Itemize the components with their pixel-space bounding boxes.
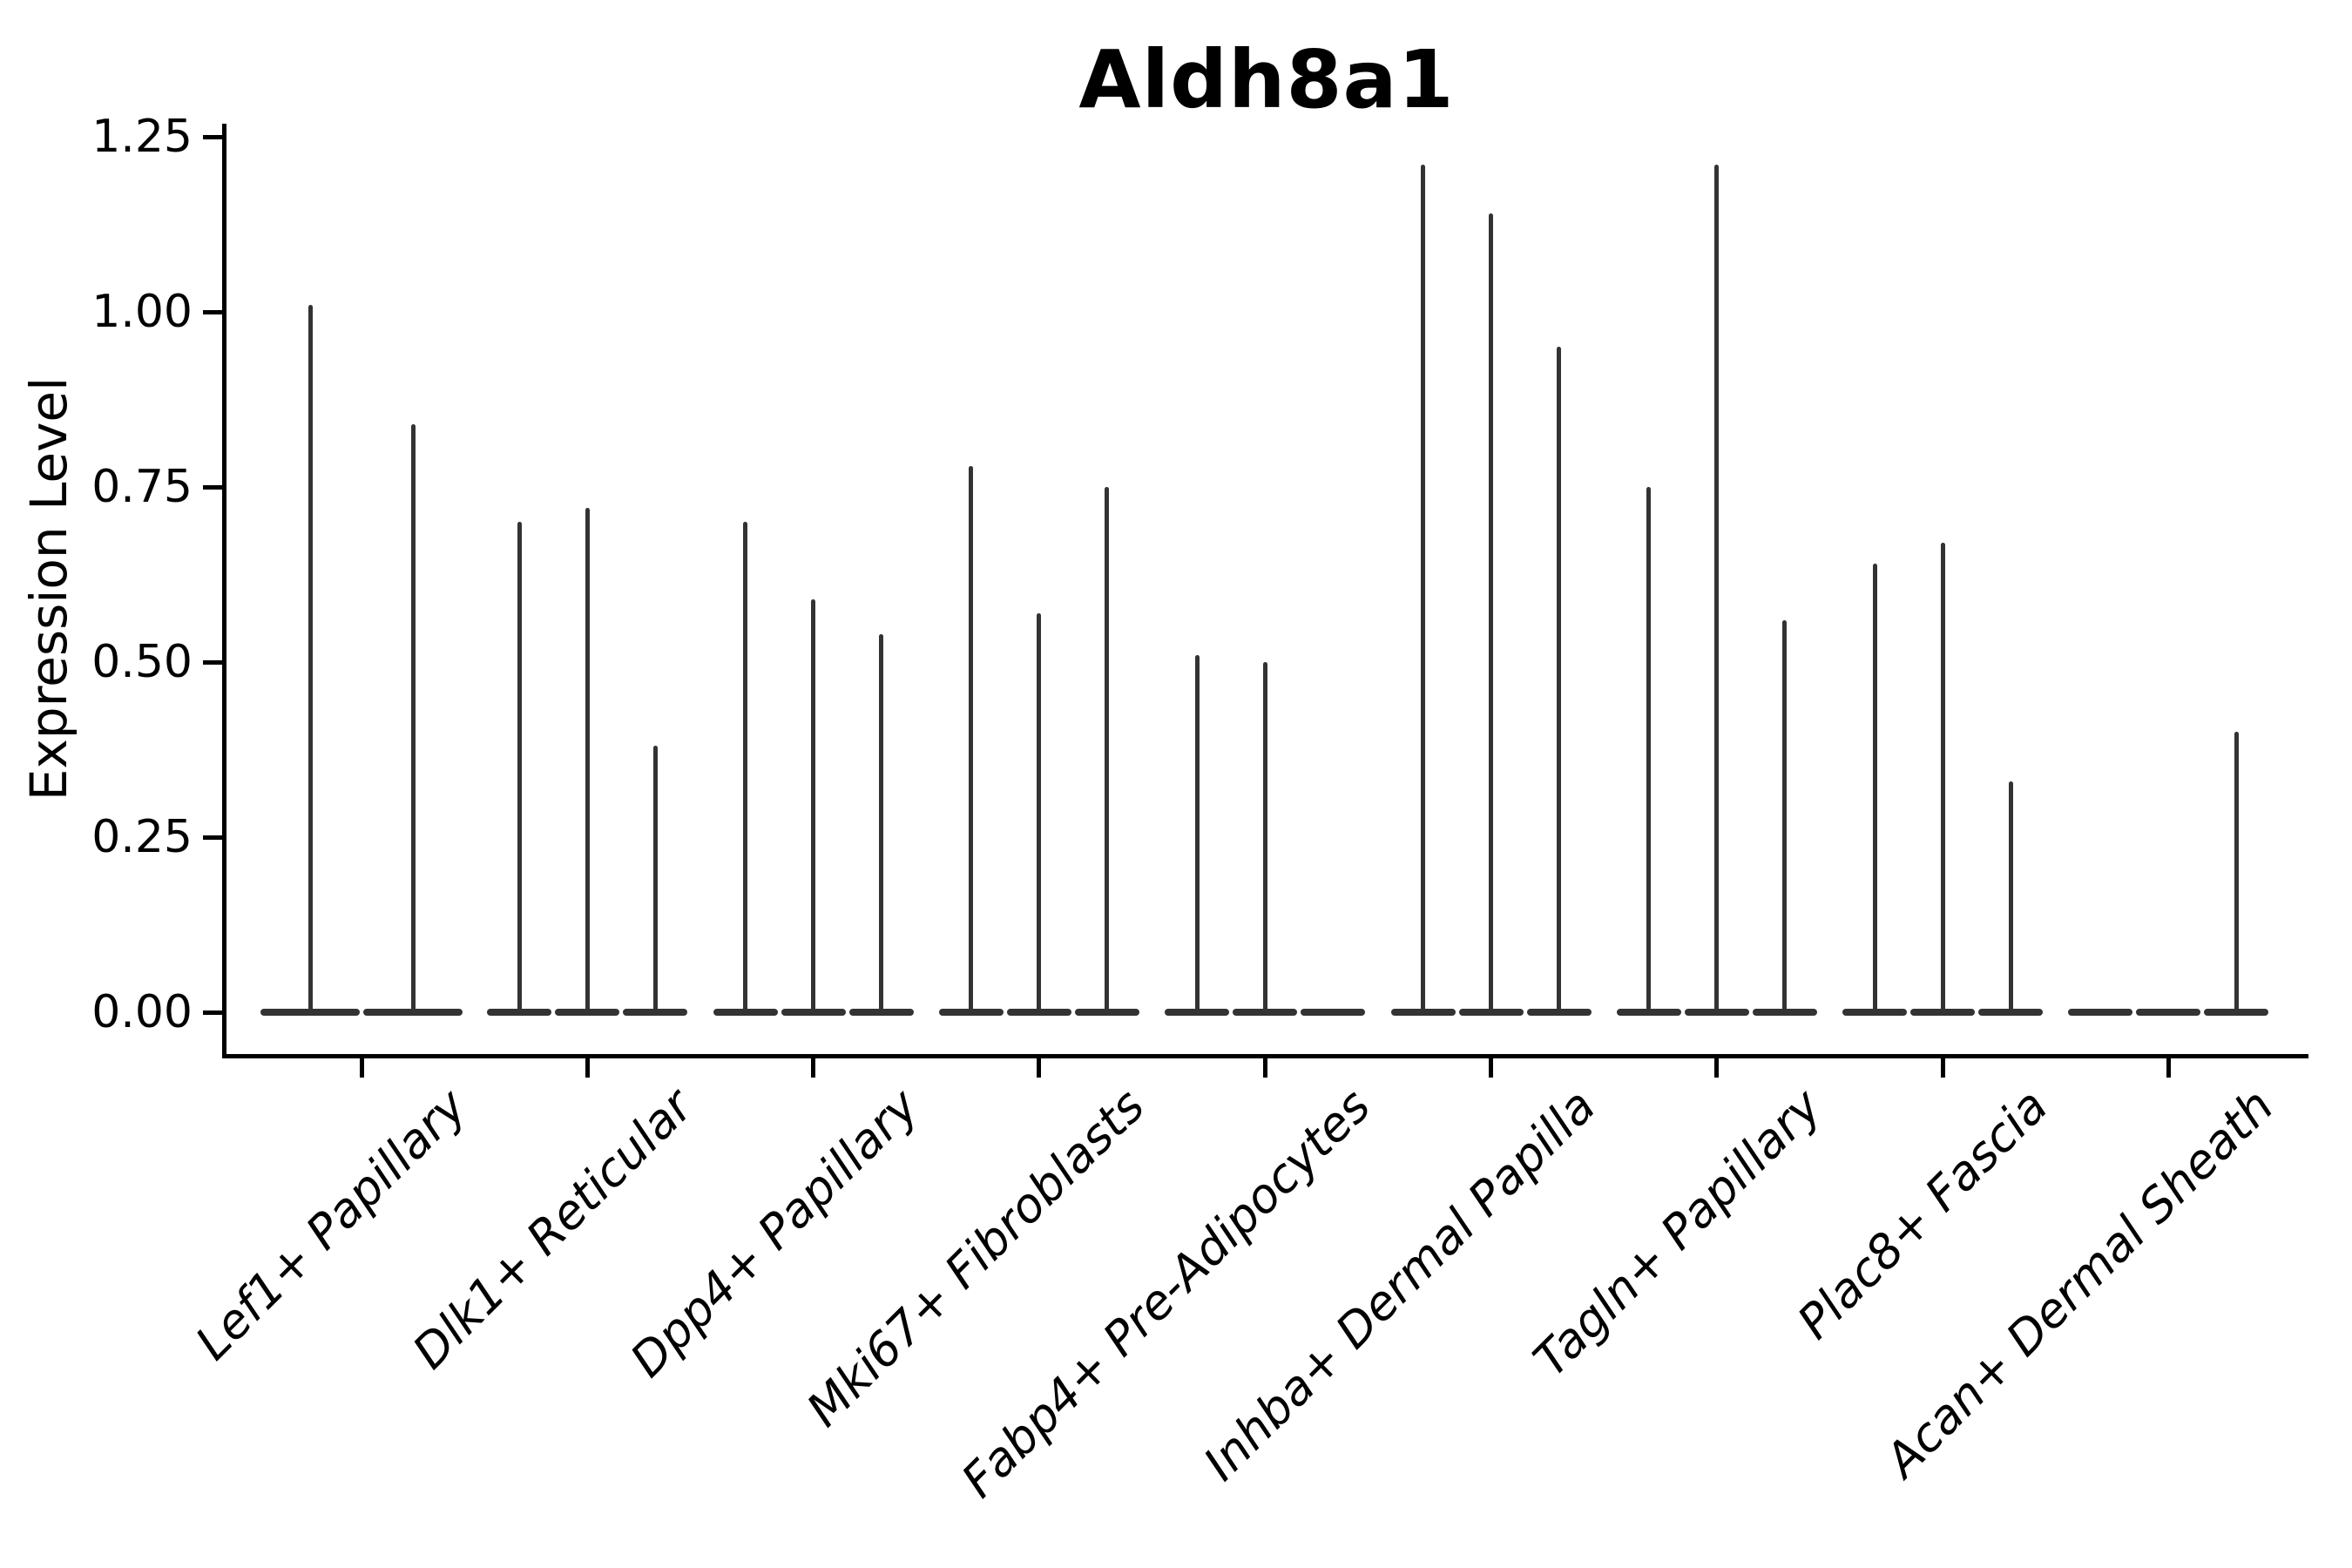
x-tick-mark — [359, 1058, 364, 1078]
x-tick-mark — [1489, 1058, 1493, 1078]
x-tick-mark — [585, 1058, 590, 1078]
x-tick-mark — [1262, 1058, 1267, 1078]
violin-baseline — [1526, 1009, 1592, 1016]
x-axis-spine — [222, 1054, 2308, 1058]
y-tick-mark — [203, 1010, 222, 1015]
y-tick-mark — [203, 835, 222, 840]
x-tick-mark — [1037, 1058, 1042, 1078]
violin-baseline — [1165, 1009, 1230, 1016]
violin-spike — [879, 633, 884, 1012]
y-tick-label: 0.50 — [91, 636, 193, 688]
x-tick-label: Acan+ Dermal Sheath — [1875, 1078, 2284, 1488]
violin-spike — [811, 598, 816, 1012]
x-tick-label: Fabp4+ Pre-Adipocytes — [950, 1078, 1381, 1509]
violin-spike — [410, 423, 416, 1012]
violin-spike — [652, 746, 658, 1012]
violin-spike — [1940, 543, 1945, 1012]
y-tick-label: 1.25 — [91, 111, 193, 163]
violin-baseline — [260, 1009, 360, 1016]
violin-baseline — [1752, 1009, 1817, 1016]
x-tick-mark — [2166, 1058, 2171, 1078]
y-tick-label: 0.25 — [91, 811, 193, 863]
violin-baseline — [1233, 1009, 1298, 1016]
violin-baseline — [1074, 1009, 1139, 1016]
y-axis-label: Expression Level — [19, 376, 78, 801]
y-tick-label: 1.00 — [91, 286, 193, 338]
violin-spike — [1872, 564, 1877, 1012]
violin-spike — [1557, 347, 1561, 1012]
x-tick-mark — [1940, 1058, 1945, 1078]
y-tick-label: 0.00 — [91, 986, 193, 1038]
violin-baseline — [555, 1009, 620, 1016]
x-tick-mark — [811, 1058, 816, 1078]
violin-spike — [1714, 165, 1720, 1012]
violin-baseline — [487, 1009, 552, 1016]
x-tick-label: Inhba+ Dermal Papilla — [1193, 1078, 1606, 1491]
violin-baseline — [1910, 1009, 1976, 1016]
y-tick-mark — [203, 484, 222, 490]
violin-baseline — [363, 1009, 463, 1016]
violin-baseline — [623, 1009, 688, 1016]
violin-baseline — [781, 1009, 846, 1016]
violin-baseline — [1616, 1009, 1681, 1016]
y-axis-spine — [222, 124, 226, 1058]
violin-spike — [1105, 487, 1110, 1012]
violin-spike — [585, 508, 590, 1012]
violin-spike — [1037, 612, 1042, 1012]
violin-baseline — [1978, 1009, 2044, 1016]
y-tick-mark — [203, 659, 222, 665]
x-tick-mark — [1714, 1058, 1720, 1078]
violin-spike — [1262, 662, 1267, 1012]
violin-spike — [517, 522, 522, 1012]
violin-baseline — [1458, 1009, 1524, 1016]
violin-spike — [2008, 781, 2013, 1012]
violin-baseline — [848, 1009, 914, 1016]
violin-spike — [308, 304, 313, 1012]
violin-baseline — [2136, 1009, 2201, 1016]
violin-baseline — [2204, 1009, 2269, 1016]
violin-spike — [1489, 213, 1493, 1012]
chart-title: Aldh8a1 — [1078, 33, 1455, 126]
violin-spike — [2234, 732, 2239, 1012]
violin-baseline — [1301, 1009, 1366, 1016]
violin-baseline — [2068, 1009, 2133, 1016]
violin-spike — [1782, 619, 1788, 1012]
y-tick-mark — [203, 309, 222, 314]
violin-spike — [743, 522, 748, 1012]
violin-baseline — [713, 1009, 778, 1016]
y-tick-mark — [203, 134, 222, 139]
y-tick-label: 0.75 — [91, 461, 193, 513]
violin-baseline — [1006, 1009, 1071, 1016]
violin-baseline — [1684, 1009, 1749, 1016]
violin-baseline — [1842, 1009, 1908, 1016]
violin-baseline — [938, 1009, 1004, 1016]
violin-spike — [1421, 165, 1425, 1012]
violin-baseline — [1390, 1009, 1456, 1016]
violin-spike — [969, 465, 974, 1012]
violin-spike — [1194, 654, 1200, 1012]
violin-spike — [1646, 487, 1652, 1012]
